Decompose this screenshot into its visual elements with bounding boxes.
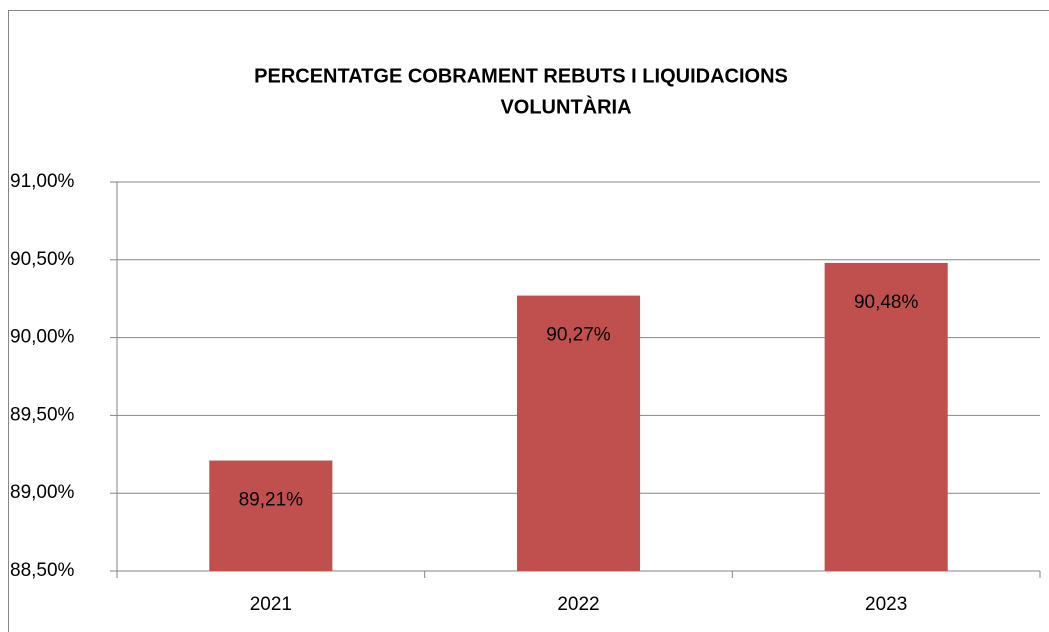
y-tick-label: 89,00% [10, 482, 75, 503]
chart-title: VOLUNTÀRIA [500, 95, 631, 118]
data-label: 90,48% [854, 292, 919, 313]
y-tick-label: 89,50% [10, 404, 75, 425]
x-tick-label: 2021 [250, 594, 292, 615]
data-label: 90,27% [546, 325, 611, 346]
y-tick-label: 90,00% [10, 327, 75, 348]
x-tick-label: 2022 [557, 594, 599, 615]
data-label: 89,21% [239, 490, 304, 511]
y-tick-label: 91,00% [10, 171, 75, 192]
chart-title: PERCENTATGE COBRAMENT REBUTS I LIQUIDACI… [254, 65, 788, 87]
bar [209, 460, 333, 571]
y-tick-label: 88,50% [10, 560, 75, 581]
y-tick-label: 90,50% [10, 249, 75, 270]
bar [516, 295, 641, 571]
x-tick-label: 2023 [865, 594, 907, 615]
bar [824, 262, 948, 571]
